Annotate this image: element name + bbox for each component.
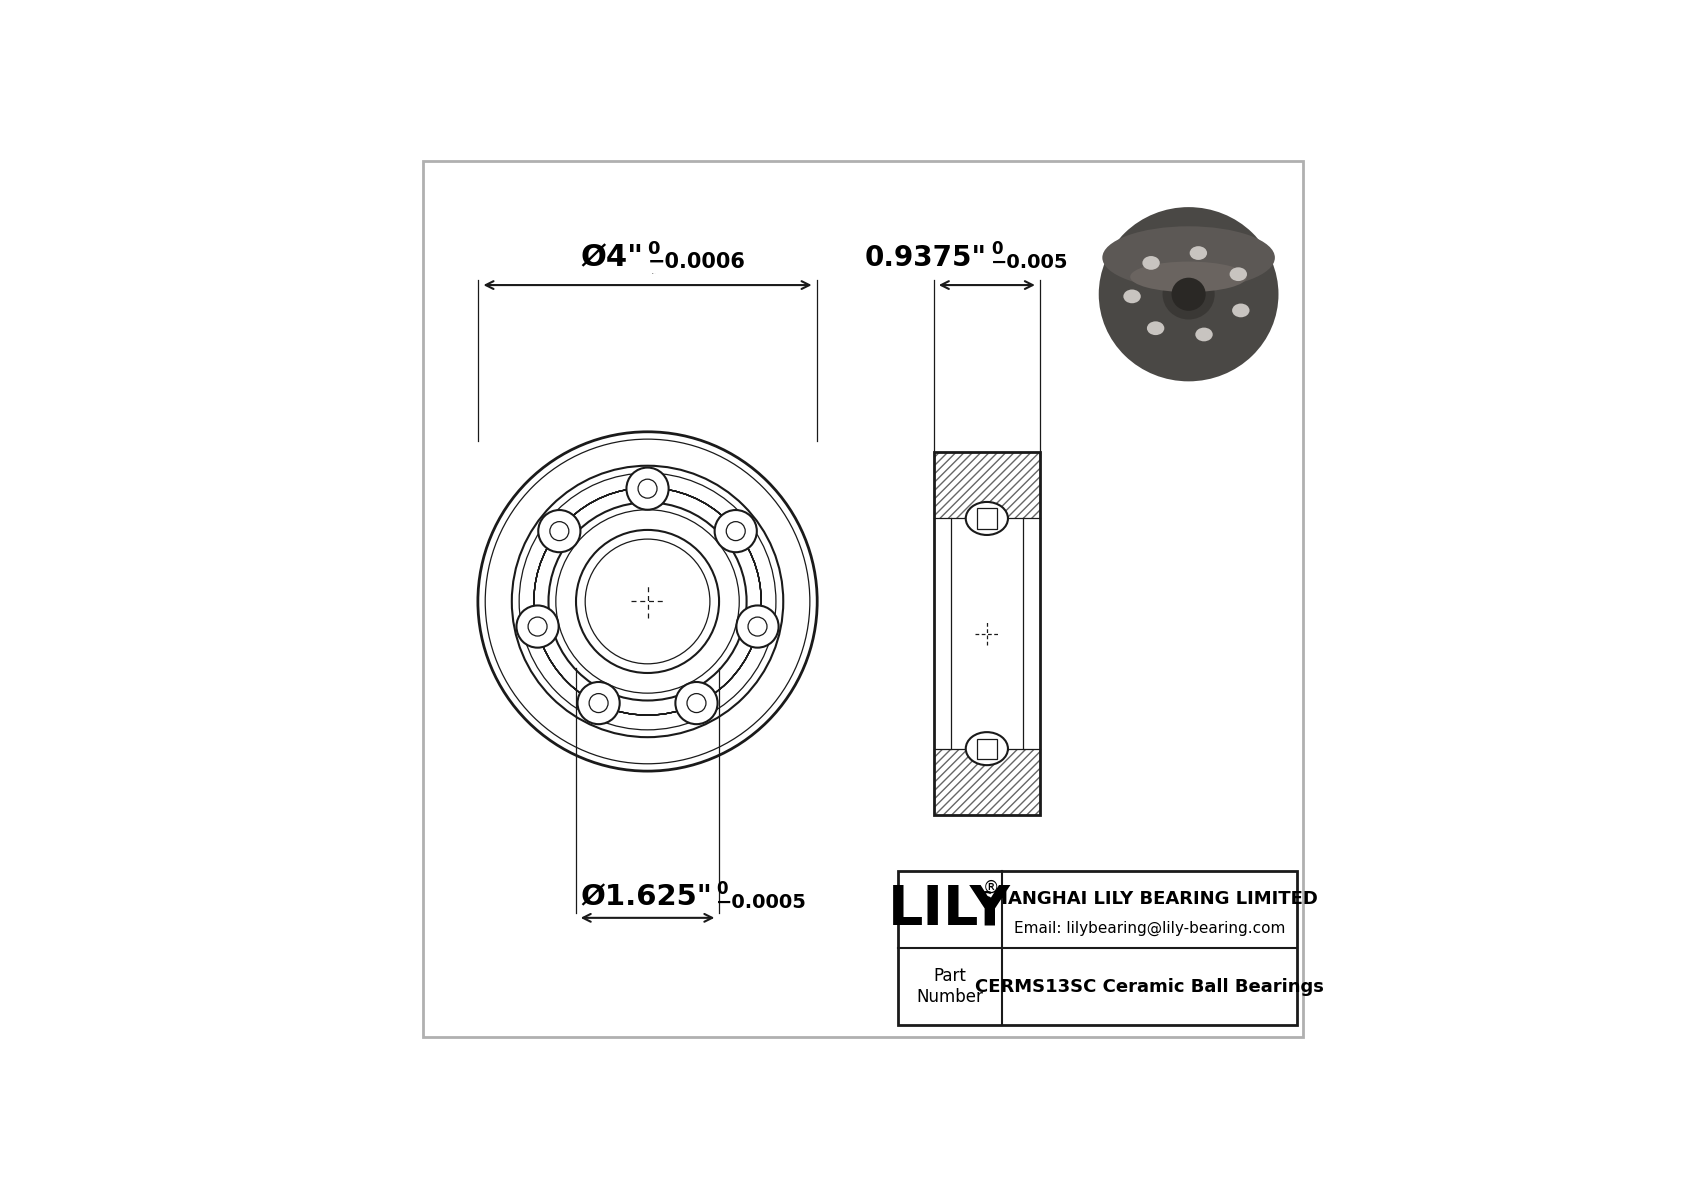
Ellipse shape bbox=[1147, 322, 1164, 335]
Circle shape bbox=[736, 605, 778, 648]
Text: SHANGHAI LILY BEARING LIMITED: SHANGHAI LILY BEARING LIMITED bbox=[980, 890, 1319, 908]
Ellipse shape bbox=[1130, 262, 1248, 292]
Text: −0.005: −0.005 bbox=[992, 254, 1069, 273]
Text: 0: 0 bbox=[716, 880, 727, 898]
Ellipse shape bbox=[1123, 289, 1140, 304]
Circle shape bbox=[539, 510, 581, 553]
Bar bbox=[935, 453, 1039, 815]
Text: −0.0006: −0.0006 bbox=[648, 252, 746, 273]
Circle shape bbox=[626, 468, 669, 510]
Circle shape bbox=[517, 605, 559, 648]
Ellipse shape bbox=[1098, 207, 1278, 381]
Text: CERMS13SC Ceramic Ball Bearings: CERMS13SC Ceramic Ball Bearings bbox=[975, 978, 1324, 996]
Ellipse shape bbox=[1162, 269, 1214, 319]
Bar bbox=[977, 509, 997, 529]
Text: 0: 0 bbox=[992, 239, 1004, 257]
Bar bbox=[898, 871, 1297, 1025]
Bar bbox=[935, 749, 1039, 815]
Ellipse shape bbox=[965, 732, 1009, 765]
Text: Email: lilybearing@lily-bearing.com: Email: lilybearing@lily-bearing.com bbox=[1014, 921, 1285, 936]
Bar bbox=[935, 453, 1039, 815]
Text: −0.0005: −0.0005 bbox=[716, 893, 807, 912]
Text: 0.9375": 0.9375" bbox=[866, 244, 987, 273]
Circle shape bbox=[714, 510, 756, 553]
Bar bbox=[977, 738, 997, 759]
Text: 0: 0 bbox=[648, 239, 660, 257]
Text: LILY: LILY bbox=[889, 883, 1010, 936]
Ellipse shape bbox=[1189, 247, 1207, 260]
Circle shape bbox=[578, 682, 620, 724]
Bar bbox=[935, 453, 1039, 518]
Text: Ø4": Ø4" bbox=[579, 243, 643, 273]
Ellipse shape bbox=[965, 501, 1009, 535]
Ellipse shape bbox=[1233, 304, 1250, 317]
Circle shape bbox=[675, 682, 717, 724]
Text: Ø1.625": Ø1.625" bbox=[579, 884, 712, 911]
Ellipse shape bbox=[1103, 226, 1275, 289]
Ellipse shape bbox=[1172, 278, 1206, 311]
Text: ®: ® bbox=[983, 878, 1000, 897]
Ellipse shape bbox=[1229, 267, 1248, 281]
Bar bbox=[898, 871, 1297, 1025]
Ellipse shape bbox=[1196, 328, 1212, 342]
Text: Part
Number: Part Number bbox=[916, 967, 983, 1006]
Ellipse shape bbox=[1142, 256, 1160, 270]
